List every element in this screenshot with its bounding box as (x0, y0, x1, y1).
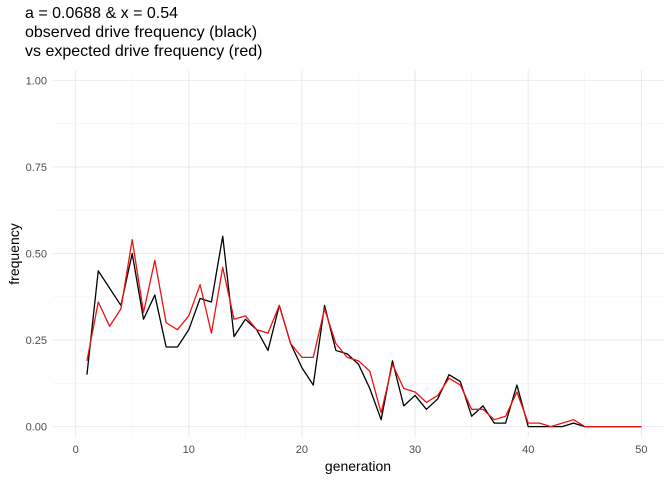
chart-title-line-2: observed drive frequency (black) (25, 24, 258, 41)
observed-frequency-line (86, 235, 642, 428)
chart-title-line-1: a = 0.0688 & x = 0.54 (25, 5, 179, 22)
x-axis-ticks: 0 10 20 30 40 50 (73, 444, 648, 456)
x-tick-label: 40 (522, 444, 534, 456)
y-tick-label: 0.00 (26, 422, 47, 434)
chart-title-line-3: vs expected drive frequency (red) (25, 43, 263, 60)
chart-title: a = 0.0688 & x = 0.54 observed drive fre… (25, 4, 262, 61)
y-axis-title: frequency (6, 223, 22, 284)
x-axis-title: generation (325, 458, 391, 474)
expected-frequency-line (86, 239, 642, 428)
x-tick-label: 20 (296, 444, 308, 456)
grid (53, 70, 664, 437)
y-tick-label: 1.00 (26, 75, 47, 87)
series-lines (86, 235, 642, 428)
y-axis-ticks: 0.00 0.25 0.50 0.75 1.00 (26, 75, 47, 433)
y-tick-label: 0.75 (26, 162, 47, 174)
y-tick-label: 0.50 (26, 249, 47, 261)
x-tick-label: 0 (73, 444, 79, 456)
y-tick-label: 0.25 (26, 335, 47, 347)
x-tick-label: 10 (183, 444, 195, 456)
x-tick-label: 50 (635, 444, 647, 456)
x-tick-label: 30 (409, 444, 421, 456)
